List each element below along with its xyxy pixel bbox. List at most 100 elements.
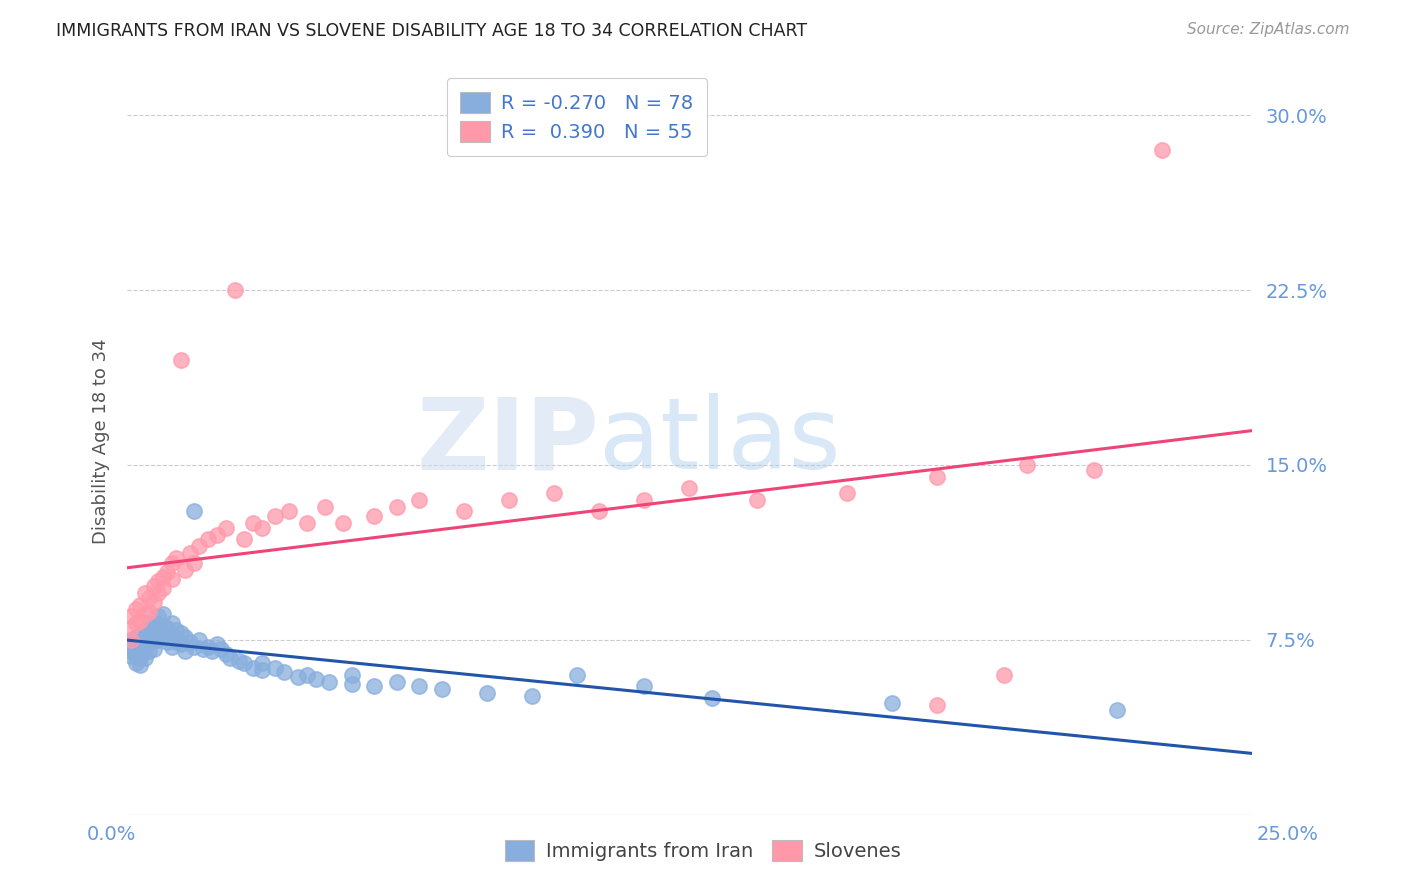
Text: IMMIGRANTS FROM IRAN VS SLOVENE DISABILITY AGE 18 TO 34 CORRELATION CHART: IMMIGRANTS FROM IRAN VS SLOVENE DISABILI… (56, 22, 807, 40)
Point (174, 644, 197, 658)
Point (138, 591, 160, 605)
Point (125, 642, 148, 657)
Point (129, 598, 152, 612)
Text: 25.0%: 25.0% (1257, 825, 1319, 844)
Point (993, 667, 1015, 681)
Point (633, 492, 655, 507)
Point (156, 565, 179, 579)
Point (287, 670, 309, 684)
Point (160, 572, 183, 586)
Point (121, 648, 143, 663)
Point (318, 674, 340, 689)
Point (363, 679, 385, 693)
Point (170, 353, 193, 368)
Point (121, 644, 143, 658)
Point (121, 632, 143, 647)
Point (138, 635, 160, 649)
Point (925, 469, 948, 483)
Point (430, 681, 453, 696)
Point (160, 640, 183, 654)
Point (174, 631, 197, 645)
Point (215, 647, 238, 661)
Point (156, 635, 179, 649)
Point (121, 640, 143, 654)
Point (543, 486, 565, 500)
Point (134, 607, 156, 621)
Point (188, 540, 211, 554)
Point (152, 618, 174, 632)
Point (453, 504, 475, 518)
Point (183, 640, 205, 654)
Point (129, 651, 152, 665)
Point (170, 637, 193, 651)
Point (152, 570, 174, 584)
Point (278, 504, 301, 518)
Point (179, 635, 201, 649)
Point (156, 621, 179, 635)
Point (160, 556, 183, 570)
Point (201, 644, 224, 658)
Point (295, 516, 318, 530)
Point (211, 642, 233, 657)
Point (166, 551, 188, 566)
Point (143, 579, 166, 593)
Point (134, 586, 156, 600)
Point (835, 486, 858, 500)
Point (745, 492, 768, 507)
Point (166, 635, 188, 649)
Point (1083, 462, 1105, 476)
Point (179, 546, 201, 560)
Point (219, 651, 242, 665)
Point (205, 528, 228, 542)
Point (125, 631, 148, 645)
Point (134, 632, 156, 647)
Text: 0.0%: 0.0% (87, 825, 136, 844)
Point (385, 500, 408, 514)
Point (134, 651, 156, 665)
Point (332, 516, 354, 530)
Point (125, 635, 148, 649)
Point (250, 656, 273, 670)
Point (205, 637, 228, 651)
Point (143, 595, 166, 609)
Point (129, 644, 152, 658)
Point (228, 654, 250, 668)
Point (174, 563, 197, 577)
Point (233, 656, 256, 670)
Point (143, 632, 166, 647)
Point (138, 616, 160, 631)
Point (1150, 143, 1173, 157)
Y-axis label: Disability Age 18 to 34: Disability Age 18 to 34 (93, 339, 110, 544)
Point (193, 642, 215, 657)
Point (498, 492, 520, 507)
Point (121, 632, 143, 647)
Point (264, 509, 287, 524)
Point (152, 631, 174, 645)
Point (148, 609, 170, 624)
Point (363, 509, 385, 524)
Point (125, 648, 148, 663)
Point (197, 640, 219, 654)
Point (1105, 703, 1128, 717)
Point (224, 283, 246, 297)
Point (129, 628, 152, 642)
Point (183, 556, 205, 570)
Point (880, 696, 903, 710)
Point (408, 492, 430, 507)
Point (129, 658, 152, 673)
Point (143, 614, 166, 628)
Point (129, 614, 152, 628)
Point (1015, 458, 1038, 472)
Point (700, 691, 723, 706)
Point (314, 500, 336, 514)
Point (633, 679, 655, 693)
Text: ZIP: ZIP (416, 393, 599, 490)
Legend: R = -0.270   N = 78, R =  0.390   N = 55: R = -0.270 N = 78, R = 0.390 N = 55 (447, 78, 707, 155)
Point (233, 533, 256, 547)
Point (408, 679, 430, 693)
Point (138, 644, 160, 658)
Point (121, 621, 143, 635)
Point (295, 667, 318, 681)
Point (250, 663, 273, 677)
Point (215, 521, 238, 535)
